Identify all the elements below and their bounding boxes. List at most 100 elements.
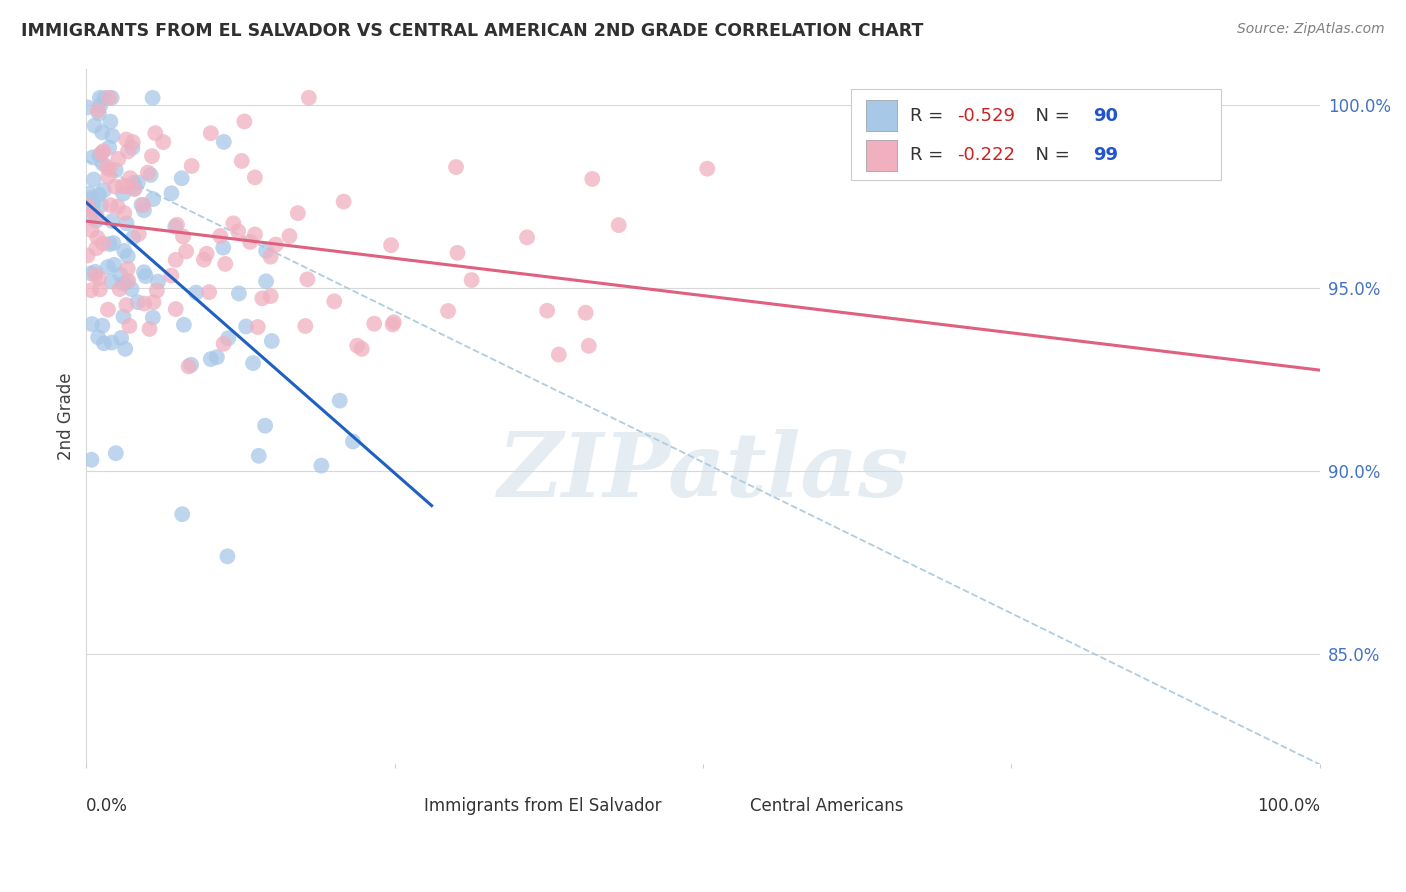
Point — [89, 91, 111, 105]
Point — [259, 289, 281, 303]
Point — [172, 507, 194, 521]
Point — [243, 170, 266, 185]
Point — [115, 298, 138, 312]
Point — [575, 306, 598, 320]
Text: Central Americans: Central Americans — [749, 797, 903, 815]
Point — [114, 342, 136, 356]
Point — [217, 331, 239, 345]
Text: 90: 90 — [1092, 107, 1118, 125]
Point — [172, 229, 194, 244]
Text: N =: N = — [1024, 146, 1076, 164]
Point — [254, 274, 277, 288]
Point — [97, 169, 120, 184]
Point — [110, 331, 132, 345]
Point — [100, 275, 122, 289]
Point — [235, 319, 257, 334]
Point — [117, 274, 139, 288]
Point — [100, 114, 122, 128]
Point — [91, 125, 114, 139]
Point — [260, 334, 283, 348]
Point — [381, 318, 404, 332]
Point — [104, 163, 127, 178]
Point — [180, 358, 202, 372]
Point — [696, 161, 718, 176]
Point — [96, 160, 118, 174]
Point — [91, 156, 114, 170]
Point — [264, 237, 287, 252]
Point — [89, 98, 111, 112]
Point — [100, 198, 122, 212]
Bar — [866, 100, 897, 131]
Point — [143, 126, 166, 140]
Point — [132, 265, 155, 279]
Point — [91, 318, 114, 333]
Point — [195, 246, 218, 260]
Point — [103, 235, 125, 250]
Point — [82, 150, 104, 164]
Text: R =: R = — [910, 107, 949, 125]
Point — [93, 336, 115, 351]
Point — [101, 214, 124, 228]
Point — [198, 285, 221, 300]
Point — [228, 286, 250, 301]
Point — [104, 446, 127, 460]
Point — [112, 186, 135, 201]
Point — [122, 230, 145, 244]
Point — [117, 261, 139, 276]
Point — [93, 91, 115, 105]
Point — [100, 91, 122, 105]
Point — [89, 282, 111, 296]
Point — [231, 153, 253, 168]
Point — [115, 275, 138, 289]
Point — [242, 356, 264, 370]
Point — [142, 310, 165, 325]
Point — [80, 267, 103, 281]
Point — [115, 132, 138, 146]
Bar — [395, 791, 426, 822]
Point — [239, 235, 262, 249]
Text: Source: ZipAtlas.com: Source: ZipAtlas.com — [1237, 22, 1385, 37]
Point — [165, 219, 187, 234]
Text: 99: 99 — [1092, 146, 1118, 164]
Point — [77, 186, 100, 201]
Point — [82, 197, 104, 211]
Point — [90, 146, 112, 161]
Point — [112, 244, 135, 258]
Text: 100.0%: 100.0% — [1257, 797, 1320, 815]
Point — [87, 103, 110, 118]
Point — [93, 144, 115, 158]
Point — [578, 339, 600, 353]
Point — [252, 291, 274, 305]
Point — [84, 265, 107, 279]
Point — [87, 187, 110, 202]
Point — [98, 237, 121, 252]
Point — [127, 176, 149, 190]
Point — [108, 282, 131, 296]
Point — [82, 201, 104, 215]
Point — [146, 284, 169, 298]
Text: -0.529: -0.529 — [957, 107, 1015, 125]
Bar — [866, 140, 897, 171]
Point — [84, 241, 107, 255]
Point — [193, 252, 215, 267]
Point — [460, 273, 482, 287]
Text: -0.222: -0.222 — [957, 146, 1015, 164]
Point — [212, 336, 235, 351]
Point — [170, 171, 193, 186]
Point — [437, 304, 460, 318]
Point — [107, 200, 129, 214]
Point — [254, 418, 277, 433]
Point — [135, 269, 157, 284]
Point — [141, 149, 163, 163]
Point — [607, 218, 630, 232]
Point — [160, 268, 183, 283]
Point — [311, 458, 333, 473]
Point — [97, 260, 120, 274]
Point — [89, 148, 111, 162]
Point — [134, 296, 156, 310]
Point — [536, 303, 558, 318]
Point — [93, 183, 115, 197]
Point — [112, 277, 135, 291]
Point — [152, 135, 174, 149]
Point — [132, 203, 155, 218]
